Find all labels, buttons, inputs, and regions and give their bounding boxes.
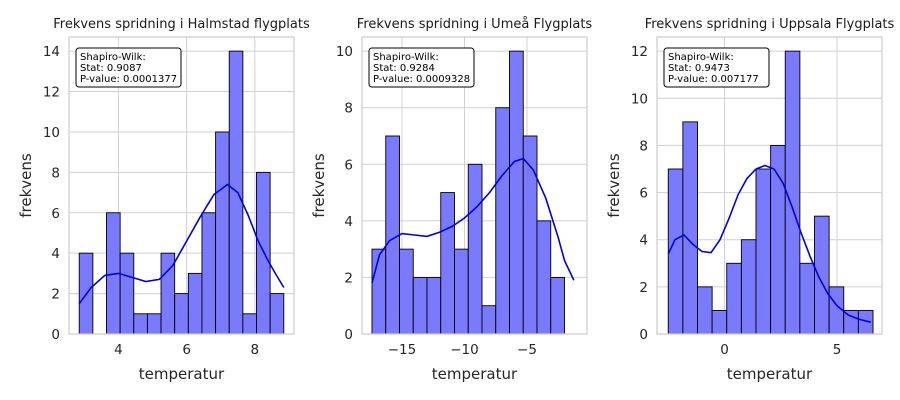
- y-tick-label: 8: [639, 138, 648, 154]
- y-tick-label: 6: [51, 206, 60, 222]
- legend-stat: Stat: 0.9087: [80, 63, 142, 74]
- histogram-bar: [412, 276, 428, 335]
- x-axis-label: temperatur: [727, 365, 813, 383]
- y-tick-label: 8: [344, 101, 353, 117]
- chart-panel-2: −15 −10 −5 0 2 4 6 8 10 Frekvens spridning i Umeå…: [310, 17, 592, 383]
- x-tick-label: 0: [720, 342, 729, 358]
- histogram-bar: [440, 192, 455, 335]
- y-tick-label: 10: [43, 125, 60, 141]
- chart-panel-3: 0 5 0 2 4 6 8 10 12 Frekvens spridning i Uppsala …: [605, 17, 895, 383]
- histogram-bar: [682, 121, 698, 335]
- histogram-bar: [228, 50, 244, 335]
- y-tick-label: 4: [51, 246, 60, 262]
- histogram-bar: [371, 248, 387, 335]
- histogram-bar: [215, 131, 230, 335]
- legend-pvalue: P-value: 0.0009328: [373, 74, 470, 85]
- histogram-bar: [755, 168, 772, 335]
- y-tick-label: 4: [639, 233, 648, 249]
- y-tick-label: 12: [631, 44, 648, 60]
- y-tick-label: 2: [639, 280, 648, 296]
- y-tick-label: 10: [631, 91, 648, 107]
- y-axis-label: frekvens: [310, 153, 328, 218]
- histogram-bar: [174, 293, 189, 335]
- legend-stat: Stat: 0.9473: [668, 63, 730, 74]
- axes-frame: [68, 36, 295, 335]
- y-tick-label: 14: [43, 44, 60, 60]
- histogram-bar: [426, 276, 442, 335]
- histogram-bar: [481, 305, 497, 335]
- x-axis-label: temperatur: [139, 365, 225, 383]
- histogram-bar: [146, 313, 162, 335]
- histogram-bar: [697, 286, 713, 335]
- y-axis-label: frekvens: [605, 153, 623, 218]
- axes-frame: [656, 36, 883, 335]
- x-tick-label: −10: [450, 342, 479, 358]
- histogram-bar: [726, 262, 742, 335]
- kde-line: [371, 157, 575, 284]
- histogram-bar: [857, 309, 874, 335]
- legend-pvalue: P-value: 0.007177: [668, 74, 759, 85]
- y-tick-label: 6: [344, 157, 353, 173]
- histogram-bar: [536, 220, 552, 335]
- x-tick-label: 8: [250, 342, 259, 358]
- histogram-bar: [799, 262, 815, 335]
- chart-title: Frekvens spridning i Halmstad flygplats: [53, 17, 310, 32]
- legend-heading: Shapiro-Wilk:: [80, 52, 146, 63]
- legend-frame: [368, 47, 475, 88]
- histogram-bar: [740, 239, 757, 335]
- y-tick-label: 0: [639, 327, 648, 343]
- y-tick-label: 12: [43, 85, 60, 101]
- y-tick-label: 4: [344, 214, 353, 230]
- axes-frame: [361, 36, 588, 335]
- histogram-bar: [242, 313, 257, 335]
- histogram-bar: [133, 313, 148, 335]
- histogram-bar: [495, 107, 510, 335]
- histogram-bar: [385, 135, 400, 335]
- y-tick-label: 8: [51, 165, 60, 181]
- y-tick-label: 10: [336, 44, 353, 60]
- histogram-bar: [119, 252, 135, 335]
- histogram-bar: [256, 171, 271, 335]
- x-tick-label: 4: [114, 342, 123, 358]
- legend-stat: Stat: 0.9284: [373, 63, 435, 74]
- x-tick-label: 6: [182, 342, 191, 358]
- histogram-bar: [667, 168, 684, 335]
- chart-title: Frekvens spridning i Umeå Flygplats: [357, 17, 593, 32]
- legend-heading: Shapiro-Wilk:: [668, 52, 734, 63]
- kde-line: [78, 183, 285, 305]
- legend-frame: [75, 47, 182, 88]
- histogram-bar: [814, 215, 830, 335]
- legend-pvalue: P-value: 0.0001377: [80, 74, 177, 85]
- x-axis-label: temperatur: [432, 365, 518, 383]
- kde-line: [667, 164, 871, 323]
- y-tick-label: 6: [639, 186, 648, 202]
- x-tick-label: −5: [517, 342, 537, 358]
- histogram-bar: [454, 248, 469, 335]
- histogram-bar: [467, 163, 483, 335]
- y-tick-label: 0: [344, 327, 353, 343]
- histogram-bar: [711, 309, 728, 335]
- histogram-bar: [509, 50, 524, 335]
- histogram-bar: [399, 248, 414, 335]
- x-tick-label: 5: [833, 342, 842, 358]
- legend-frame: [663, 47, 770, 88]
- x-tick-label: −15: [388, 342, 417, 358]
- chart-title: Frekvens spridning i Uppsala Flygplats: [645, 17, 895, 32]
- histogram-bar: [550, 276, 565, 335]
- y-tick-label: 2: [344, 270, 353, 286]
- legend-heading: Shapiro-Wilk:: [373, 52, 439, 63]
- histogram-bar: [269, 293, 285, 335]
- histogram-bar: [201, 212, 217, 335]
- histogram-bar: [187, 272, 203, 335]
- y-tick-label: 2: [51, 287, 60, 303]
- y-tick-label: 0: [51, 327, 60, 343]
- y-axis-label: frekvens: [17, 153, 35, 218]
- chart-panel-1: 4 6 8 0 2 4 6 8 10 12 14 Frekvens spridning i Halms…: [17, 17, 310, 383]
